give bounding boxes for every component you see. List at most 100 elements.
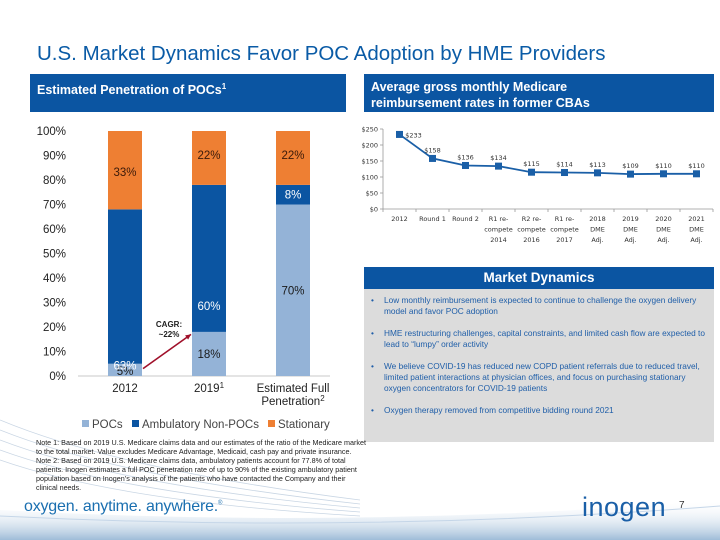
- bar-segment-pocs: [192, 331, 226, 376]
- data-label: $115: [523, 160, 540, 168]
- bar-segment-stationary: [192, 131, 226, 185]
- bullet-icon: •: [371, 361, 374, 371]
- x-tick-label: 2016: [523, 236, 540, 244]
- reimbursement-line: [398, 133, 697, 176]
- data-label: $114: [556, 161, 573, 169]
- data-point-marker: [396, 130, 403, 138]
- market-dynamics-item: • We believe COVID-19 has reduced new COP…: [370, 361, 706, 394]
- legend-label: Stationary: [278, 419, 330, 431]
- y-tick-label: $100: [361, 174, 378, 182]
- legend-swatch: [132, 420, 139, 427]
- data-point-marker: [462, 161, 469, 169]
- x-tick-label: 20191: [194, 381, 225, 396]
- x-tick-label: compete: [484, 226, 513, 234]
- data-label: $134: [490, 154, 507, 162]
- y-tick-label: 90%: [43, 151, 66, 163]
- x-tick-label: Round 2: [452, 215, 479, 223]
- footnotes: Note 1: Based on 2019 U.S. Medicare clai…: [36, 438, 366, 492]
- x-tick-label: DME: [656, 226, 671, 234]
- data-label: $158: [424, 146, 441, 154]
- x-tick-label: 2021: [688, 215, 705, 223]
- data-label: 33%: [113, 167, 136, 179]
- slide-title: U.S. Market Dynamics Favor POC Adoption …: [37, 42, 606, 65]
- decorative-lines: [0, 419, 360, 517]
- x-tick-label: compete: [517, 226, 546, 234]
- bar-segment-stationary: [276, 131, 310, 185]
- market-dynamics-item-text: Low monthly reimbursement is expected to…: [384, 295, 697, 316]
- y-tick-label: 40%: [43, 273, 66, 285]
- penetration-header-text: Estimated Penetration of POCs: [37, 83, 222, 98]
- market-dynamics-item: • HME restructuring challenges, capital c…: [370, 328, 706, 350]
- bullet-icon: •: [371, 328, 374, 338]
- x-tick-label: DME: [689, 226, 704, 234]
- reimbursement-header-line1: Average gross monthly Medicare: [371, 80, 568, 94]
- reimbursement-line-chart: $0 $50 $100 $150 $200 $250 $233 2012 $158 Round 1…: [361, 126, 714, 244]
- bar-segment-stationary: [108, 131, 142, 210]
- x-tick-label: 2017: [556, 236, 573, 244]
- y-tick-label: 30%: [43, 298, 66, 310]
- x-tick-label: Estimated Full: [257, 383, 330, 395]
- y-tick-label: 60%: [43, 224, 66, 236]
- market-dynamics-list: • Low monthly reimbursement is expected t…: [364, 289, 714, 416]
- data-point-marker: [495, 162, 502, 170]
- reimbursement-panel-header: Average gross monthly Medicare reimburse…: [364, 74, 714, 112]
- x-tick-label: Adj.: [690, 236, 702, 244]
- cagr-arrow: [142, 333, 192, 370]
- legend-swatch: [82, 420, 89, 427]
- footnote-2: Note 2: Based on 2019 U.S. Medicare clai…: [36, 456, 357, 492]
- bar-segment-pocs: [108, 363, 142, 376]
- data-label: 5%: [117, 366, 134, 378]
- y-tick-label: 20%: [43, 322, 66, 334]
- market-dynamics-item-text: Oxygen therapy removed from competitive …: [384, 405, 614, 415]
- data-label: 18%: [197, 349, 220, 361]
- x-tick-label: 2019: [622, 215, 639, 223]
- tagline: oxygen. anytime. anywhere.®: [24, 498, 222, 516]
- bullet-icon: •: [371, 405, 374, 415]
- data-label: $109: [622, 162, 639, 170]
- reimbursement-header-line2: reimbursement rates in former CBAs: [371, 96, 590, 110]
- y-tick-label: 70%: [43, 200, 66, 212]
- tagline-text: oxygen. anytime. anywhere.: [24, 498, 219, 515]
- bullet-icon: •: [371, 295, 374, 305]
- market-dynamics-item: • Low monthly reimbursement is expected t…: [370, 295, 706, 317]
- x-tick-label: Adj.: [624, 236, 636, 244]
- data-label: 22%: [281, 150, 304, 162]
- bar-segment-pocs: [276, 204, 310, 376]
- x-tick-label: Adj.: [591, 236, 603, 244]
- cagr-label: CAGR:: [156, 320, 182, 329]
- y-tick-label: $250: [361, 126, 378, 134]
- data-point-marker: [627, 170, 634, 178]
- market-dynamics-box: Market Dynamics • Low monthly reimburseme…: [364, 267, 714, 442]
- data-label: 60%: [197, 301, 220, 313]
- market-dynamics-item: • Oxygen therapy removed from competitive…: [370, 405, 706, 416]
- data-label: $110: [688, 162, 705, 170]
- data-label: $113: [589, 161, 606, 169]
- x-tick-label: R2 re-: [522, 215, 542, 223]
- market-dynamics-title: Market Dynamics: [364, 267, 714, 289]
- bar-segment-ambulatory-non-pocs: [276, 184, 310, 205]
- y-tick-label: 10%: [43, 347, 66, 359]
- footnote-marker: 1: [220, 381, 225, 390]
- x-tick-label: DME: [590, 226, 605, 234]
- footer-swoosh: [0, 500, 720, 540]
- arrowhead-icon: [185, 334, 191, 340]
- data-point-marker: [429, 154, 436, 162]
- legend-swatch: [268, 420, 275, 427]
- x-tick-label: 2012: [112, 383, 138, 395]
- x-tick-label: 2012: [391, 215, 408, 223]
- registered-mark: ®: [218, 500, 223, 507]
- cagr-value: ~22%: [159, 330, 180, 339]
- x-tick-label: R1 re-: [489, 215, 509, 223]
- y-tick-label: $0: [370, 206, 378, 214]
- x-tick-label: R1 re-: [555, 215, 575, 223]
- x-tick-label: 2018: [589, 215, 606, 223]
- penetration-panel-header: Estimated Penetration of POCs1: [30, 74, 346, 112]
- data-label: 63%: [113, 360, 136, 372]
- bar-segment-ambulatory-non-pocs: [108, 209, 142, 364]
- footnote-marker: 1: [221, 82, 227, 91]
- data-point-marker: [660, 170, 667, 178]
- market-dynamics-item-text: HME restructuring challenges, capital co…: [384, 328, 705, 349]
- inogen-logo: inogen: [582, 492, 667, 522]
- y-tick-label: $200: [361, 142, 378, 150]
- data-point-marker: [594, 169, 601, 177]
